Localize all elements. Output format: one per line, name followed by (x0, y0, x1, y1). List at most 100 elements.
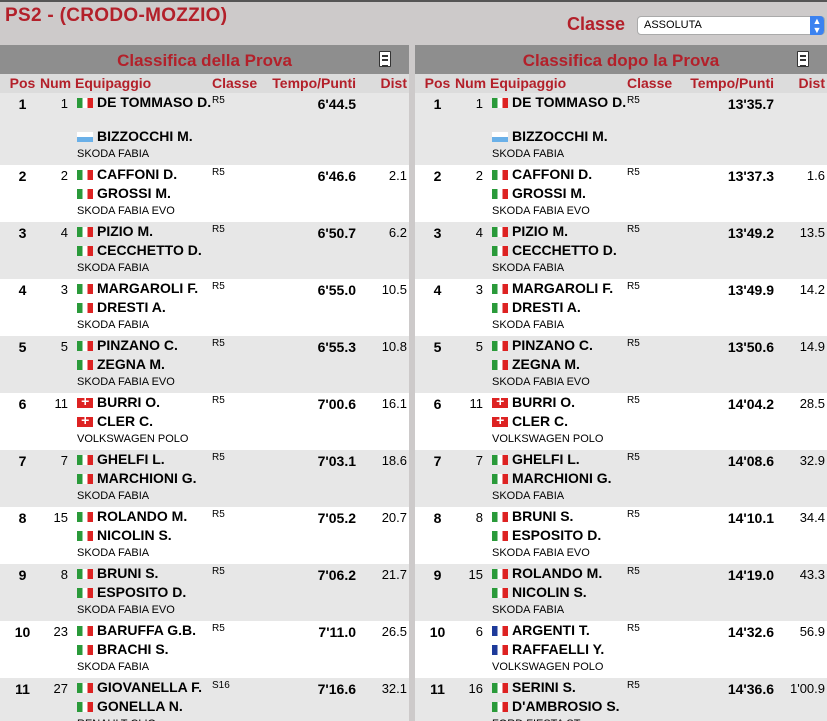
car-number: 7 (475, 453, 483, 468)
panel-title-text: Classifica della Prova (117, 51, 292, 70)
table-row[interactable]: 10 23 BARUFFA G.B. BRACHI S. SKODA FABIA R5 7'… (0, 621, 409, 678)
driver-name: MARGAROLI F. (512, 280, 614, 296)
classe-select[interactable]: ASSOLUTA ▲ ▼ (637, 16, 825, 35)
table-row[interactable]: 9 8 BRUNI S. ESPOSITO D. SKODA FABIA EVO R5 7'… (0, 564, 409, 621)
position: 11 (430, 681, 445, 697)
table-row[interactable]: 5 5 PINZANO C. ZEGNA M. SKODA FABIA EVO R5 6'5… (0, 336, 409, 393)
table-row[interactable]: 7 7 GHELFI L. MARCHIONI G. SKODA FABIA R5 14'0… (415, 450, 827, 507)
table-row[interactable]: 1 1 DE TOMMASO D. BIZZOCCHI M. SKODA FABIA R5… (415, 93, 827, 165)
car-model: SKODA FABIA EVO (492, 547, 590, 559)
table-row[interactable]: 1 1 DE TOMMASO D. BIZZOCCHI M. SKODA FABIA R5… (0, 93, 409, 165)
position: 3 (433, 225, 442, 241)
flag-it-icon (492, 702, 508, 712)
car-number: 7 (60, 453, 68, 468)
car-number: 8 (475, 510, 483, 525)
flag-it-icon (492, 569, 508, 579)
driver: BURRI O. (492, 393, 632, 411)
co-driver: NICOLIN S. (77, 527, 217, 544)
flag-it-icon (77, 170, 93, 180)
flag-it-icon (492, 98, 508, 108)
table-row[interactable]: 10 6 ARGENTI T. RAFFAELLI Y. VOLKSWAGEN POLO… (415, 621, 827, 678)
table-row[interactable]: 6 11 BURRI O. CLER C. VOLKSWAGEN POLO R5 14'04… (415, 393, 827, 450)
co-driver-name: BRACHI S. (97, 641, 169, 657)
gap: 32.1 (381, 681, 407, 696)
co-driver-name: CECCHETTO D. (512, 242, 617, 258)
flag-ch-icon (77, 412, 93, 429)
driver: ROLANDO M. (77, 508, 217, 525)
classe-label: Classe (567, 14, 626, 34)
gap: 28.5 (799, 396, 825, 411)
time: 6'55.3 (317, 339, 356, 355)
class: S16 (212, 680, 230, 691)
position: 8 (433, 510, 442, 526)
co-driver-name: CECCHETTO D. (97, 242, 202, 258)
driver-name: PIZIO M. (512, 223, 568, 239)
flag-it-icon (77, 683, 93, 693)
car-model: SKODA FABIA EVO (77, 376, 175, 388)
table-row[interactable]: 3 4 PIZIO M. CECCHETTO D. SKODA FABIA R5 6'50.… (0, 222, 409, 279)
co-driver: RAFFAELLI Y. (492, 641, 632, 658)
co-driver-name: GROSSI M. (97, 185, 171, 201)
time: 14'19.0 (727, 567, 774, 583)
flag-it-icon (77, 455, 93, 465)
table-row[interactable]: 11 16 SERINI S. D'AMBROSIO S. FORD FIESTA ST… (415, 678, 827, 721)
table-row[interactable]: 8 8 BRUNI S. ESPOSITO D. SKODA FABIA EVO R5 14… (415, 507, 827, 564)
car-number: 11 (54, 396, 69, 411)
position: 6 (18, 396, 27, 412)
co-driver: D'AMBROSIO S. (492, 698, 632, 715)
gap: 14.2 (799, 282, 825, 297)
driver: GHELFI L. (492, 451, 632, 468)
table-row[interactable]: 6 11 BURRI O. CLER C. VOLKSWAGEN POLO R5 7'00.… (0, 393, 409, 450)
table-row[interactable]: 4 3 MARGAROLI F. DRESTI A. SKODA FABIA R5 6'55… (0, 279, 409, 336)
car-model: SKODA FABIA (492, 262, 565, 274)
driver-name: BURRI O. (97, 394, 160, 410)
car-number: 4 (60, 225, 68, 240)
driver: MARGAROLI F. (77, 280, 217, 297)
car-model: VOLKSWAGEN POLO (492, 433, 604, 445)
column-header-pos: Pos (424, 75, 451, 91)
gap: 20.7 (381, 510, 407, 525)
print-document-icon[interactable] (797, 51, 809, 67)
gap: 6.2 (388, 225, 407, 240)
class: R5 (627, 452, 640, 463)
flag-it-icon (492, 284, 508, 294)
table-row[interactable]: 2 2 CAFFONI D. GROSSI M. SKODA FABIA EVO R5 13… (415, 165, 827, 222)
car-model: SKODA FABIA EVO (77, 205, 175, 217)
position: 7 (18, 453, 27, 469)
table-row[interactable]: 8 15 ROLANDO M. NICOLIN S. SKODA FABIA R5 7'05… (0, 507, 409, 564)
class: R5 (212, 281, 225, 292)
time: 6'55.0 (317, 282, 356, 298)
table-row[interactable]: 4 3 MARGAROLI F. DRESTI A. SKODA FABIA R5 13'4… (415, 279, 827, 336)
table-row[interactable]: 5 5 PINZANO C. ZEGNA M. SKODA FABIA EVO R5 13'… (415, 336, 827, 393)
gap: 1'00.9 (789, 681, 825, 696)
co-driver: MARCHIONI G. (492, 470, 632, 487)
table-row[interactable]: 3 4 PIZIO M. CECCHETTO D. SKODA FABIA R5 13'49… (415, 222, 827, 279)
class: R5 (627, 509, 640, 520)
position: 5 (433, 339, 442, 355)
time: 13'37.3 (727, 168, 774, 184)
car-model: VOLKSWAGEN POLO (492, 661, 604, 673)
flag-it-icon (77, 284, 93, 294)
print-document-icon[interactable] (379, 51, 391, 67)
table-row[interactable]: 11 27 GIOVANELLA F. GONELLA N. RENAULT CLIO S… (0, 678, 409, 721)
driver-name: CAFFONI D. (512, 166, 593, 182)
flag-it-icon (77, 246, 93, 256)
car-number: 5 (60, 339, 68, 354)
table-row[interactable]: 2 2 CAFFONI D. GROSSI M. SKODA FABIA EVO R5 6'… (0, 165, 409, 222)
flag-it-icon (77, 360, 93, 370)
time: 7'11.0 (318, 624, 356, 640)
gap: 34.4 (799, 510, 825, 525)
class: R5 (212, 566, 225, 577)
table-row[interactable]: 9 15 ROLANDO M. NICOLIN S. SKODA FABIA R5 14'1… (415, 564, 827, 621)
page-header: PS2 - (CRODO-MOZZIO) Classe ASSOLUTA ▲ ▼ (0, 0, 827, 45)
co-driver: BIZZOCCHI M. (492, 128, 632, 145)
driver-name: BRUNI S. (512, 508, 574, 524)
flag-it-icon (77, 531, 93, 541)
time: 13'49.2 (727, 225, 774, 241)
gap: 32.9 (799, 453, 825, 468)
driver-name: GHELFI L. (97, 451, 165, 467)
time: 7'00.6 (317, 396, 356, 412)
class: R5 (627, 95, 640, 106)
flag-it-icon (77, 474, 93, 484)
table-row[interactable]: 7 7 GHELFI L. MARCHIONI G. SKODA FABIA R5 7'03… (0, 450, 409, 507)
